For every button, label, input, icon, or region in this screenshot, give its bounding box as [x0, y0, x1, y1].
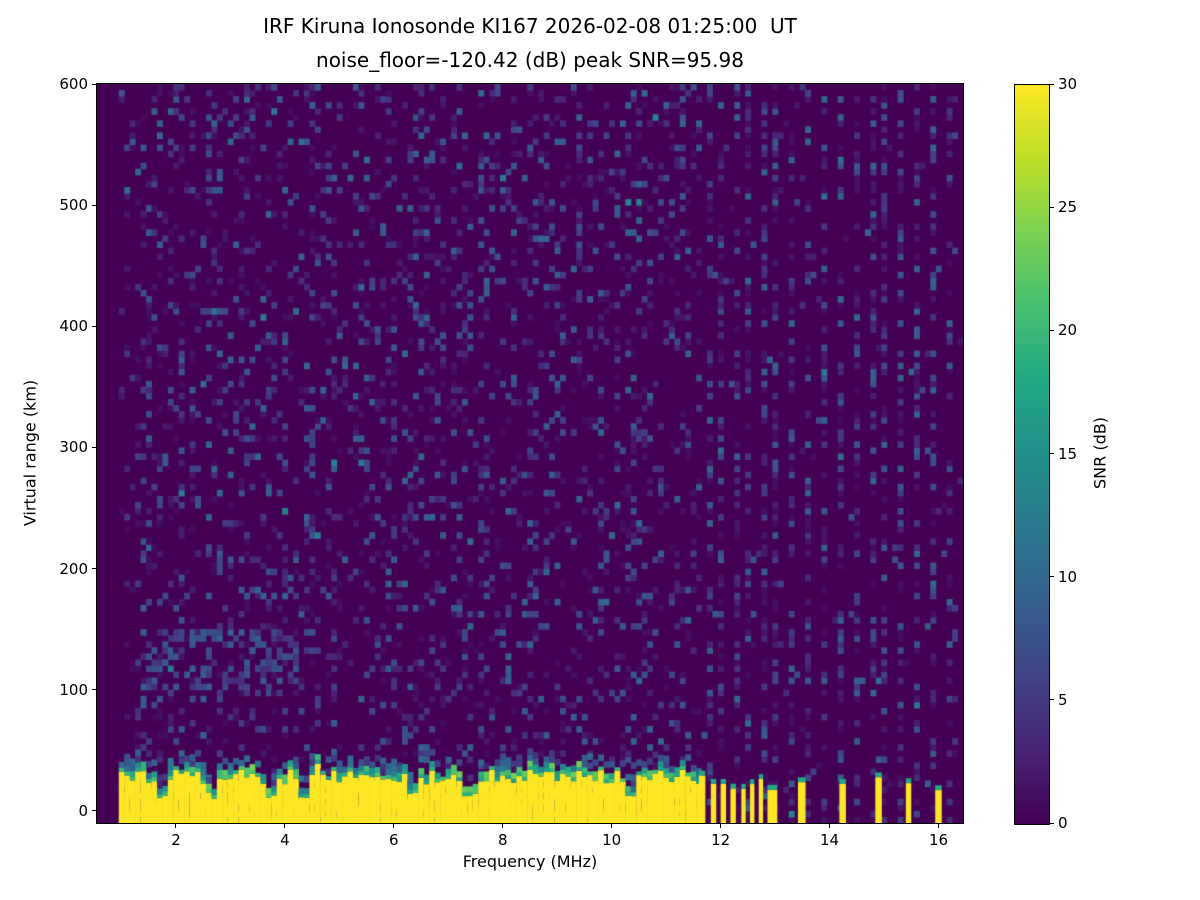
- chart-title: IRF Kiruna Ionosonde KI167 2026-02-08 01…: [263, 14, 797, 38]
- x-tick-mark: [502, 824, 504, 828]
- x-tick-label: 6: [389, 831, 399, 849]
- y-tick-label: 500: [59, 196, 88, 215]
- colorbar-tick-label: 15: [1058, 444, 1078, 463]
- heatmap-canvas: [97, 84, 963, 823]
- y-axis-label: Virtual range (km): [20, 379, 40, 527]
- x-tick-label: 14: [820, 831, 840, 849]
- colorbar-tick-mark: [1050, 83, 1054, 85]
- y-tick-mark: [92, 810, 96, 812]
- x-tick-mark: [393, 824, 395, 828]
- x-tick-mark: [829, 824, 831, 828]
- colorbar-tick-label: 25: [1058, 198, 1078, 217]
- x-tick-mark: [284, 824, 286, 828]
- y-tick-mark: [92, 325, 96, 327]
- colorbar-tick-mark: [1050, 699, 1054, 701]
- y-tick-mark: [92, 689, 96, 691]
- y-tick-label: 300: [59, 438, 88, 457]
- y-tick-label: 200: [59, 559, 88, 578]
- x-tick-label: 2: [171, 831, 181, 849]
- colorbar-tick-mark: [1050, 822, 1054, 824]
- y-tick-label: 400: [59, 317, 88, 336]
- x-tick-mark: [611, 824, 613, 828]
- x-tick-mark: [937, 824, 939, 828]
- x-tick-label: 8: [497, 831, 508, 849]
- x-tick-label: 4: [280, 831, 290, 849]
- colorbar-tick-mark: [1050, 453, 1054, 454]
- y-tick-label: 600: [59, 75, 88, 93]
- colorbar-label: SNR (dB): [1090, 417, 1110, 489]
- chart-subtitle: noise_floor=-120.42 (dB) peak SNR=95.98: [316, 48, 744, 72]
- colorbar-tick-label: 30: [1058, 75, 1078, 93]
- x-tick-label: 10: [602, 831, 622, 849]
- x-tick-label: 16: [928, 831, 949, 849]
- y-tick-mark: [92, 568, 96, 570]
- x-axis-label: Frequency (MHz): [462, 852, 598, 871]
- x-tick-label: 12: [711, 831, 731, 849]
- y-tick-label: 100: [59, 680, 88, 699]
- colorbar-tick-label: 5: [1058, 690, 1068, 709]
- y-tick-mark: [92, 83, 96, 85]
- y-tick-mark: [92, 446, 96, 448]
- x-tick-mark: [175, 824, 177, 828]
- colorbar-tick-label: 10: [1058, 567, 1078, 586]
- colorbar-tick-label: 20: [1058, 321, 1078, 340]
- colorbar-tick-mark: [1050, 206, 1054, 208]
- colorbar-tick-mark: [1050, 576, 1054, 578]
- colorbar-gradient: [1014, 84, 1050, 825]
- colorbar-tick-label: 0: [1058, 814, 1068, 832]
- y-tick-label: 0: [78, 801, 88, 820]
- x-tick-mark: [720, 824, 722, 828]
- colorbar-tick-mark: [1050, 329, 1054, 331]
- y-tick-mark: [92, 204, 96, 206]
